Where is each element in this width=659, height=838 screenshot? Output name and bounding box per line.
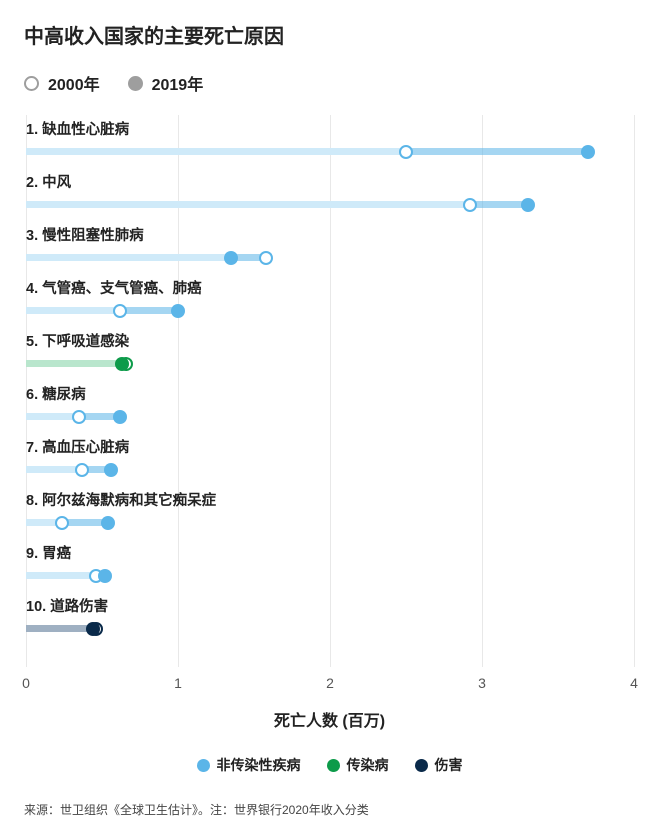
row-label: 9. 胃癌 [26,542,635,563]
data-row: 2. 中风 [26,171,635,212]
dot-2000 [113,304,127,318]
data-row: 5. 下呼吸道感染 [26,330,635,371]
dot-2019 [101,516,115,530]
data-row: 3. 慢性阻塞性肺病 [26,224,635,265]
row-label: 4. 气管癌、支气管癌、肺癌 [26,277,635,298]
x-tick-label: 2 [326,675,334,691]
range-bar-light [26,625,93,632]
dot-2019 [171,304,185,318]
category-legend-item: 伤害 [415,755,463,775]
category-dot-icon [327,759,340,772]
data-row: 7. 高血压心脏病 [26,436,635,477]
legend-2000-label: 2000年 [48,71,100,95]
footnote: 来源：世卫组织《全球卫生估计》。注：世界银行2020年收入分类 [24,801,635,818]
data-row: 4. 气管癌、支气管癌、肺癌 [26,277,635,318]
x-tick-label: 3 [478,675,486,691]
dot-2000 [259,251,273,265]
dot-2019 [104,463,118,477]
dot-2000 [463,198,477,212]
range-bar-dark [406,148,588,155]
x-axis-title: 死亡人数 (百万) [24,707,635,731]
dot-2019 [113,410,127,424]
legend-2019: 2019年 [128,71,204,95]
dot-2000 [75,463,89,477]
category-legend-item: 非传染性疾病 [197,755,301,775]
range-bar-light [26,572,96,579]
dot-2000 [72,410,86,424]
row-label: 3. 慢性阻塞性肺病 [26,224,635,245]
category-label: 传染病 [347,755,389,775]
row-bar [26,145,635,159]
category-label: 伤害 [435,755,463,775]
dot-2019 [98,569,112,583]
row-bar [26,463,635,477]
category-dot-icon [197,759,210,772]
range-bar-dark [120,307,178,314]
dot-2019 [521,198,535,212]
data-row: 6. 糖尿病 [26,383,635,424]
row-bar [26,357,635,371]
range-bar-light [26,201,470,208]
hollow-circle-icon [24,76,39,91]
data-row: 1. 缺血性心脏病 [26,118,635,159]
chart-area: 0 1 2 3 4 1. 缺血性心脏病 2. 中风 3. 慢性阻塞性肺病 4. 气管癌、支气管癌… [24,115,635,775]
dot-2019 [115,357,129,371]
row-label: 6. 糖尿病 [26,383,635,404]
range-bar-dark [470,201,528,208]
range-bar-light [26,307,120,314]
row-bar [26,410,635,424]
category-label: 非传染性疾病 [217,755,301,775]
row-bar [26,622,635,636]
dot-2000 [55,516,69,530]
x-tick-label: 0 [22,675,30,691]
range-bar-light [26,360,122,367]
range-bar-light [26,148,406,155]
row-bar [26,198,635,212]
row-bar [26,569,635,583]
dot-2019 [86,622,100,636]
dot-2019 [224,251,238,265]
row-bar [26,304,635,318]
data-row: 10. 道路伤害 [26,595,635,636]
row-bar [26,251,635,265]
category-legend-item: 传染病 [327,755,389,775]
row-label: 10. 道路伤害 [26,595,635,616]
chart-title: 中高收入国家的主要死亡原因 [24,20,635,49]
row-label: 1. 缺血性心脏病 [26,118,635,139]
range-bar-light [26,466,82,473]
year-legend: 2000年 2019年 [24,71,635,95]
category-legend: 非传染性疾病 传染病 伤害 [24,755,635,775]
range-bar-light [26,254,231,261]
plot-area: 012341. 缺血性心脏病2. 中风3. 慢性阻塞性肺病4. 气管癌、支气管癌… [26,115,635,685]
data-row: 9. 胃癌 [26,542,635,583]
dot-2019 [581,145,595,159]
x-tick-label: 4 [630,675,638,691]
legend-2000: 2000年 [24,71,100,95]
row-label: 2. 中风 [26,171,635,192]
row-label: 7. 高血压心脏病 [26,436,635,457]
row-bar [26,516,635,530]
row-label: 5. 下呼吸道感染 [26,330,635,351]
category-dot-icon [415,759,428,772]
row-label: 8. 阿尔兹海默病和其它痴呆症 [26,489,635,510]
dot-2000 [399,145,413,159]
legend-2019-label: 2019年 [152,71,204,95]
solid-circle-icon [128,76,143,91]
x-tick-label: 1 [174,675,182,691]
data-row: 8. 阿尔兹海默病和其它痴呆症 [26,489,635,530]
